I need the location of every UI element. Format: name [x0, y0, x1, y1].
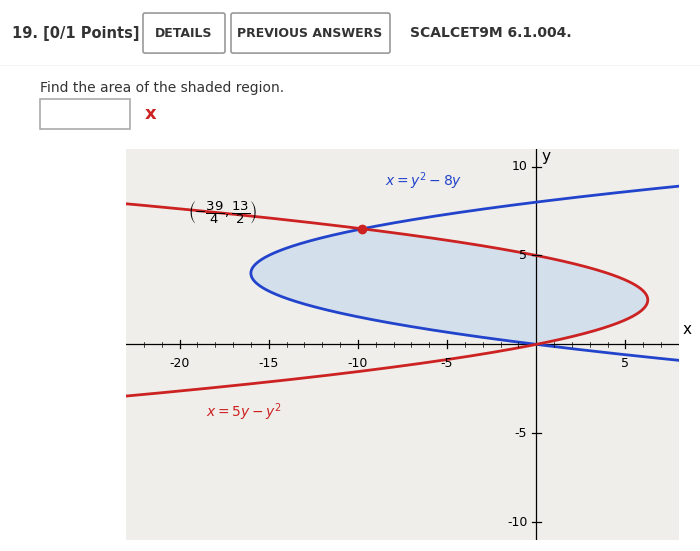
Text: 19. [0/1 Points]: 19. [0/1 Points]	[12, 25, 139, 41]
FancyBboxPatch shape	[40, 99, 130, 129]
Text: $\left(-\dfrac{39}{4},\dfrac{13}{2}\right)$: $\left(-\dfrac{39}{4},\dfrac{13}{2}\righ…	[188, 199, 258, 226]
Text: DETAILS: DETAILS	[155, 26, 213, 40]
FancyBboxPatch shape	[143, 13, 225, 53]
Text: 5: 5	[622, 357, 629, 370]
Text: -5: -5	[441, 357, 454, 370]
Text: Find the area of the shaded region.: Find the area of the shaded region.	[40, 81, 284, 95]
Text: $x = y^2 - 8y$: $x = y^2 - 8y$	[385, 170, 462, 192]
Text: -5: -5	[515, 427, 527, 440]
Text: x: x	[682, 322, 692, 337]
Text: 5: 5	[519, 249, 527, 262]
Text: -20: -20	[169, 357, 190, 370]
Text: SCALCET9M 6.1.004.: SCALCET9M 6.1.004.	[410, 26, 572, 40]
Text: -10: -10	[348, 357, 368, 370]
Text: y: y	[542, 149, 551, 164]
Text: -10: -10	[507, 516, 527, 529]
Text: 10: 10	[512, 160, 527, 173]
Text: x: x	[145, 105, 157, 123]
Text: PREVIOUS ANSWERS: PREVIOUS ANSWERS	[237, 26, 383, 40]
Text: -15: -15	[258, 357, 279, 370]
Text: $x = 5y - y^2$: $x = 5y - y^2$	[206, 401, 282, 423]
FancyBboxPatch shape	[231, 13, 390, 53]
